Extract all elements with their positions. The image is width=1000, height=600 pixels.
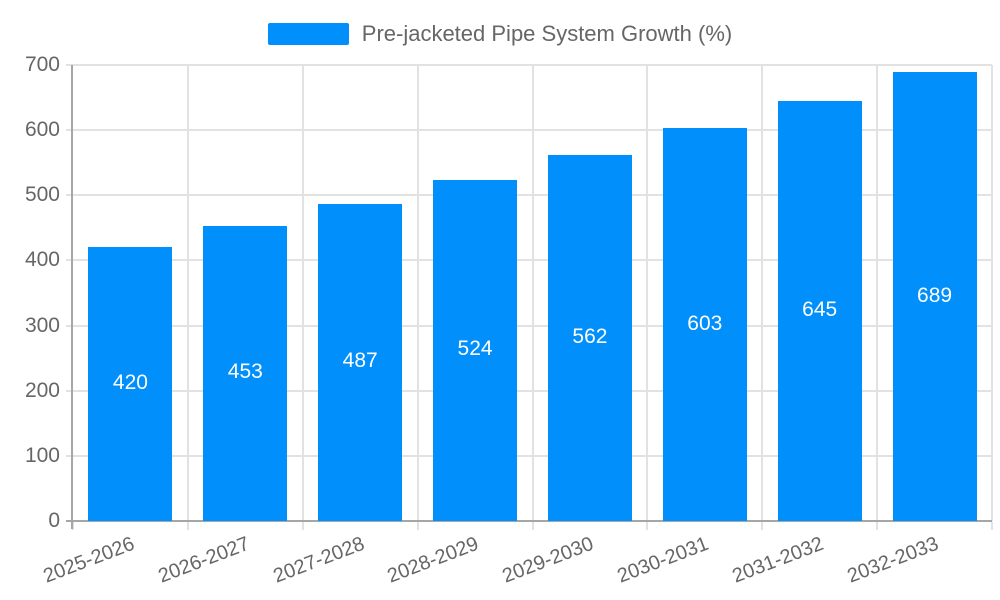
legend-label: Pre-jacketed Pipe System Growth (%) bbox=[361, 21, 733, 46]
bar[interactable] bbox=[203, 225, 288, 521]
x-axis-tick bbox=[72, 522, 74, 530]
y-axis-tick bbox=[66, 259, 73, 262]
x-axis-label: 2027-2028 bbox=[269, 532, 368, 588]
gridline-vertical bbox=[646, 65, 649, 521]
gridline-vertical bbox=[186, 65, 189, 521]
x-axis-line bbox=[66, 520, 992, 522]
x-axis-tick bbox=[186, 522, 189, 530]
y-axis-tick bbox=[66, 324, 73, 327]
legend-item[interactable]: Pre-jacketed Pipe System Growth (%) bbox=[0, 21, 1000, 46]
y-axis-tick bbox=[66, 194, 73, 197]
y-axis-label: 100 bbox=[24, 443, 60, 467]
y-axis-label: 700 bbox=[24, 53, 60, 76]
y-axis-label: 300 bbox=[24, 313, 60, 337]
x-axis-tick bbox=[416, 522, 419, 530]
gridline-vertical bbox=[531, 65, 534, 521]
gridline-vertical bbox=[991, 65, 993, 521]
x-axis-label: 2032-2033 bbox=[844, 532, 942, 588]
x-axis-tick bbox=[876, 522, 879, 530]
x-axis-tick bbox=[531, 522, 534, 530]
bar[interactable] bbox=[662, 128, 747, 521]
gridline-vertical bbox=[301, 65, 304, 521]
y-axis-line bbox=[71, 65, 73, 529]
y-axis-tick bbox=[66, 129, 73, 132]
x-axis-tick bbox=[761, 522, 764, 530]
y-axis-tick bbox=[66, 64, 73, 66]
x-axis-label: 2029-2030 bbox=[499, 532, 597, 588]
y-axis-tick bbox=[66, 454, 73, 457]
y-axis-tick bbox=[66, 389, 73, 392]
gridline-vertical bbox=[876, 65, 879, 521]
bar[interactable] bbox=[892, 72, 977, 521]
y-axis-label: 400 bbox=[24, 248, 60, 272]
bar[interactable] bbox=[433, 179, 518, 521]
y-axis-label: 500 bbox=[24, 183, 60, 207]
x-axis-label: 2028-2029 bbox=[384, 532, 483, 588]
x-axis-tick bbox=[991, 522, 993, 530]
x-axis-label: 2026-2027 bbox=[155, 532, 253, 588]
x-axis-label: 2031-2032 bbox=[729, 532, 827, 588]
x-axis-tick bbox=[646, 522, 649, 530]
legend-swatch bbox=[267, 23, 349, 45]
y-axis-label: 600 bbox=[24, 118, 60, 142]
x-axis-label: 2025-2026 bbox=[40, 532, 138, 588]
y-axis-label: 200 bbox=[24, 378, 60, 402]
gridline-vertical bbox=[761, 65, 764, 521]
bar[interactable] bbox=[318, 203, 403, 521]
x-axis-tick bbox=[301, 522, 304, 530]
y-axis-label: 0 bbox=[48, 509, 60, 532]
bar[interactable] bbox=[777, 100, 862, 521]
bar[interactable] bbox=[547, 154, 632, 521]
bar[interactable] bbox=[88, 247, 173, 521]
gridline-vertical bbox=[416, 65, 419, 521]
x-axis-label: 2030-2031 bbox=[614, 532, 712, 588]
